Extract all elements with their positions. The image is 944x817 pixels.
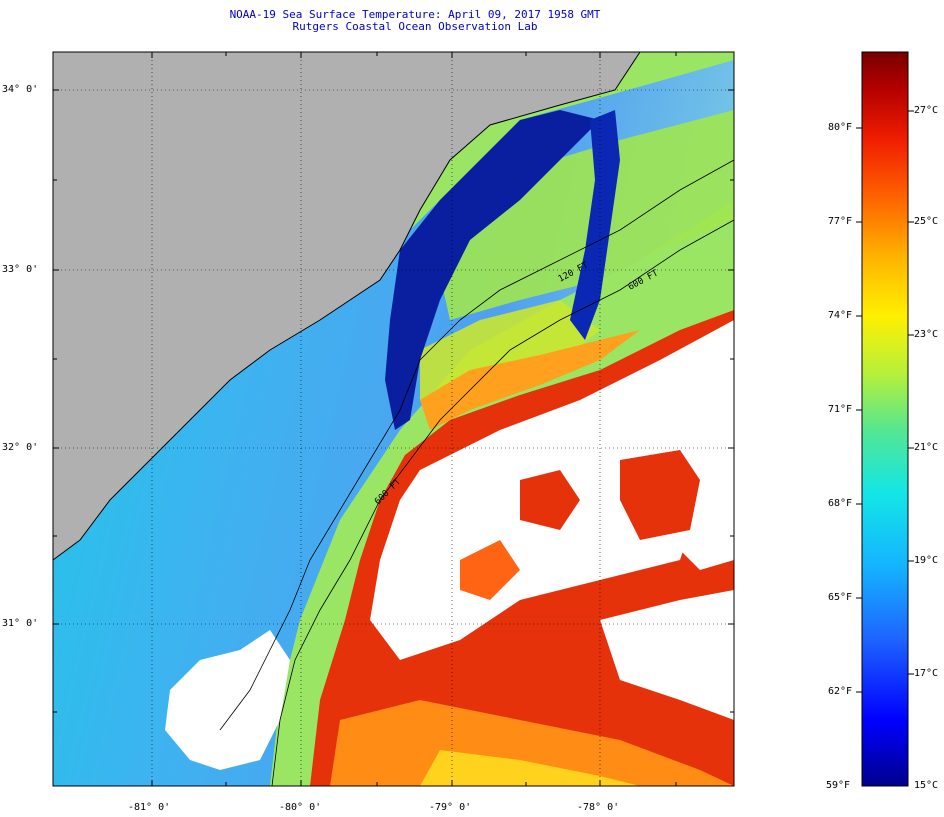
graticule [53,52,734,786]
cold-filament [570,110,620,340]
cold-band [385,110,600,430]
colorbar [861,51,909,787]
warm-patch-3 [460,540,520,600]
colorbar-c-label-23: 23°C [914,329,939,340]
colorbar-f-label-74: 74°F [828,310,853,321]
land-area [53,52,640,560]
colorbar-c-label-27: 27°C [914,105,939,116]
map-subtitle: Rutgers Coastal Ocean Observation Lab [292,20,538,33]
lat-label-31: 31° 0' [2,618,39,629]
colorbar-f-label-62: 62°F [828,686,853,697]
map-frame [52,51,735,787]
lat-label-34: 34° 0' [2,84,39,95]
colorbar-f-label-77: 77°F [828,216,853,227]
lat-label-32: 32° 0' [2,442,39,453]
gulf-stream-yellow [420,750,640,786]
colorbar-f-label-71: 71°F [828,404,853,415]
gulf-stream-orange [330,700,734,786]
colorbar-c-label-25: 25°C [914,216,939,227]
cloud-region-east [600,590,734,720]
warm-front-orange [420,330,640,430]
colorbar-f-label-65: 65°F [828,592,853,603]
lon-label-78: -78° 0' [577,802,620,813]
colorbar-f-label-68: 68°F [828,498,853,509]
colorbar-ticks [856,110,914,693]
lon-label-79: -79° 0' [429,802,472,813]
colorbar-c-label-15: 15°C [914,780,939,791]
warm-patch-2 [520,470,580,530]
contour-600ft [271,219,734,786]
colorbar-c-label-19: 19°C [914,555,939,566]
map-title: NOAA-19 Sea Surface Temperature: April 0… [229,8,601,21]
colorbar-f-label-59: 59°F [826,780,851,791]
lon-label-81: -81° 0' [128,802,171,813]
lon-label-80: -80° 0' [279,802,322,813]
frame-ticks [53,52,734,786]
colorbar-c-label-17: 17°C [914,668,939,679]
cloud-region-south [165,630,290,770]
coastline [53,52,641,561]
lat-label-33: 33° 0' [2,264,39,275]
warm-patch-1 [620,450,700,540]
colorbar-f-label-80: 80°F [828,122,853,133]
colorbar-c-label-21: 21°C [914,442,939,453]
midshelf-green [430,110,734,320]
